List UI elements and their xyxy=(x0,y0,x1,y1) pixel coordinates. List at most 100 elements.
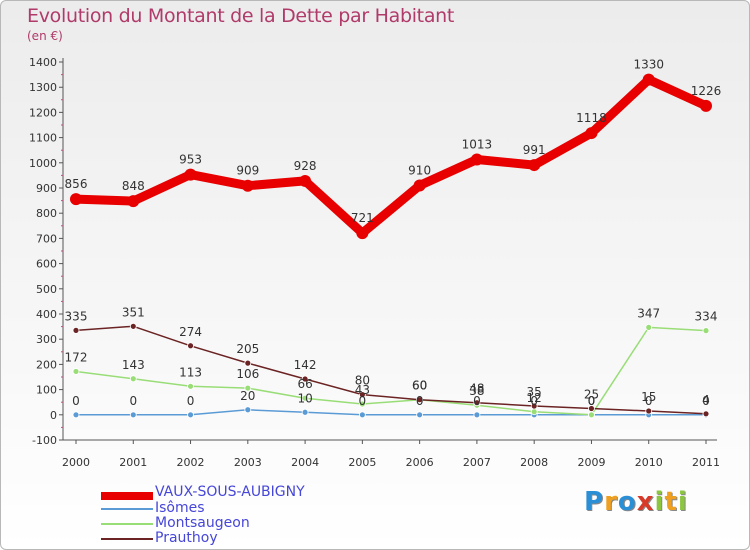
data-point-2-2 xyxy=(187,382,194,390)
legend-swatch-vaux xyxy=(101,492,153,500)
legend-swatch-montsaugeon xyxy=(101,523,153,525)
data-label-2-6: 60 xyxy=(412,379,427,393)
legend-item-vaux-sous-aubigny: VAUX-SOUS-AUBIGNY xyxy=(101,484,361,500)
legend-label-isomes: Isômes xyxy=(155,500,205,516)
data-point-0-6 xyxy=(413,179,426,192)
data-label-0-4: 928 xyxy=(294,159,317,173)
data-point-3-3 xyxy=(244,359,252,367)
data-label-2-7: 38 xyxy=(469,384,484,398)
data-point-1-2 xyxy=(187,411,194,419)
data-label-2-8: 12 xyxy=(527,391,542,405)
data-label-1-3: 20 xyxy=(240,389,255,403)
data-point-2-11 xyxy=(702,327,710,335)
data-label-3-7: 48 xyxy=(469,382,484,396)
data-label-0-7: 1013 xyxy=(462,138,493,152)
data-label-0-2: 953 xyxy=(179,153,202,167)
data-point-0-8 xyxy=(528,159,541,172)
data-label-3-8: 35 xyxy=(527,385,542,399)
data-point-3-11 xyxy=(702,410,710,418)
data-point-3-2 xyxy=(187,342,194,350)
chart-title: Evolution du Montant de la Dette par Hab… xyxy=(27,5,455,27)
legend-swatch-prauthoy xyxy=(101,538,153,540)
data-label-3-9: 25 xyxy=(584,388,599,402)
data-point-3-9 xyxy=(588,405,595,412)
y-tick-label: 600 xyxy=(36,258,57,271)
data-label-2-5: 43 xyxy=(355,383,370,397)
data-label-0-6: 910 xyxy=(408,163,431,177)
y-tick-label: 0 xyxy=(50,409,57,422)
logo-letter: o xyxy=(617,487,637,517)
data-label-0-5: 721 xyxy=(351,211,374,225)
data-point-2-8 xyxy=(530,408,538,416)
y-tick-label: 1400 xyxy=(29,56,57,69)
data-label-0-10: 1330 xyxy=(633,58,664,72)
x-tick-label: 2008 xyxy=(520,456,548,469)
data-label-2-1: 143 xyxy=(122,358,145,372)
data-point-0-11 xyxy=(700,99,712,112)
x-tick-label: 2000 xyxy=(62,456,90,469)
data-label-1-11: 0 xyxy=(702,394,710,408)
data-point-3-7 xyxy=(473,399,481,407)
data-label-0-1: 848 xyxy=(122,179,145,193)
data-label-3-11: 4 xyxy=(702,393,710,407)
data-label-2-11: 334 xyxy=(695,310,718,324)
data-point-3-10 xyxy=(645,407,653,415)
logo-letter: i xyxy=(654,487,665,517)
x-tick-label: 2003 xyxy=(234,456,262,469)
legend-item-prauthoy: Prauthoy xyxy=(101,530,361,546)
data-point-0-10 xyxy=(642,73,655,86)
data-point-3-8 xyxy=(530,402,538,410)
data-label-3-0: 335 xyxy=(65,309,88,323)
data-label-2-9: 0 xyxy=(588,394,596,408)
legend-item-montsaugeon: Montsaugeon xyxy=(101,515,361,531)
y-tick-label: 300 xyxy=(36,333,57,346)
data-point-3-0 xyxy=(72,326,80,334)
x-tick-label: 2011 xyxy=(692,456,720,469)
legend-swatch-isomes xyxy=(101,508,153,510)
y-tick-label: 200 xyxy=(36,358,57,371)
legend-label-montsaugeon: Montsaugeon xyxy=(155,515,250,531)
proxiti-logo: Proxiti xyxy=(584,487,688,517)
data-label-0-8: 991 xyxy=(523,143,546,157)
x-tick-label: 2001 xyxy=(119,456,147,469)
logo-letter: x xyxy=(636,487,655,517)
data-point-1-7 xyxy=(473,411,481,419)
data-point-2-9 xyxy=(588,411,595,419)
data-point-2-3 xyxy=(244,384,252,392)
data-point-0-0 xyxy=(70,193,82,206)
data-label-2-3: 106 xyxy=(236,367,259,381)
data-label-1-6: 0 xyxy=(416,394,424,408)
y-tick-label: 900 xyxy=(36,182,57,195)
y-tick-label: 100 xyxy=(36,384,57,397)
data-point-0-4 xyxy=(299,174,312,187)
data-label-3-3: 205 xyxy=(236,342,259,356)
series-line-3 xyxy=(75,325,707,415)
y-tick-label: 500 xyxy=(36,283,57,296)
data-label-0-9: 1118 xyxy=(576,111,607,125)
data-point-0-3 xyxy=(241,179,254,192)
data-label-2-0: 172 xyxy=(65,350,88,364)
logo-letter: t xyxy=(664,487,678,517)
data-point-2-5 xyxy=(358,400,366,408)
data-label-1-9: 0 xyxy=(588,394,596,408)
data-point-1-0 xyxy=(72,411,80,419)
logo-letter: i xyxy=(677,487,688,517)
data-label-0-3: 909 xyxy=(236,164,259,178)
data-point-1-6 xyxy=(416,411,424,419)
data-label-3-5: 80 xyxy=(355,374,370,388)
data-point-0-1 xyxy=(127,195,140,208)
data-label-1-4: 10 xyxy=(297,391,312,405)
data-label-3-2: 274 xyxy=(179,325,202,339)
y-tick-label: 700 xyxy=(36,232,57,245)
data-point-0-2 xyxy=(184,168,197,181)
data-label-1-0: 0 xyxy=(72,394,80,408)
y-tick-label: 1200 xyxy=(29,106,57,119)
x-tick-label: 2007 xyxy=(463,456,491,469)
legend-label-vaux: VAUX-SOUS-AUBIGNY xyxy=(155,484,305,500)
data-label-0-0: 856 xyxy=(65,177,88,191)
legend-label-prauthoy: Prauthoy xyxy=(155,530,218,546)
data-label-2-4: 66 xyxy=(297,377,312,391)
x-tick-label: 2009 xyxy=(577,456,605,469)
x-tick-label: 2006 xyxy=(406,456,434,469)
x-tick-label: 2004 xyxy=(291,456,319,469)
